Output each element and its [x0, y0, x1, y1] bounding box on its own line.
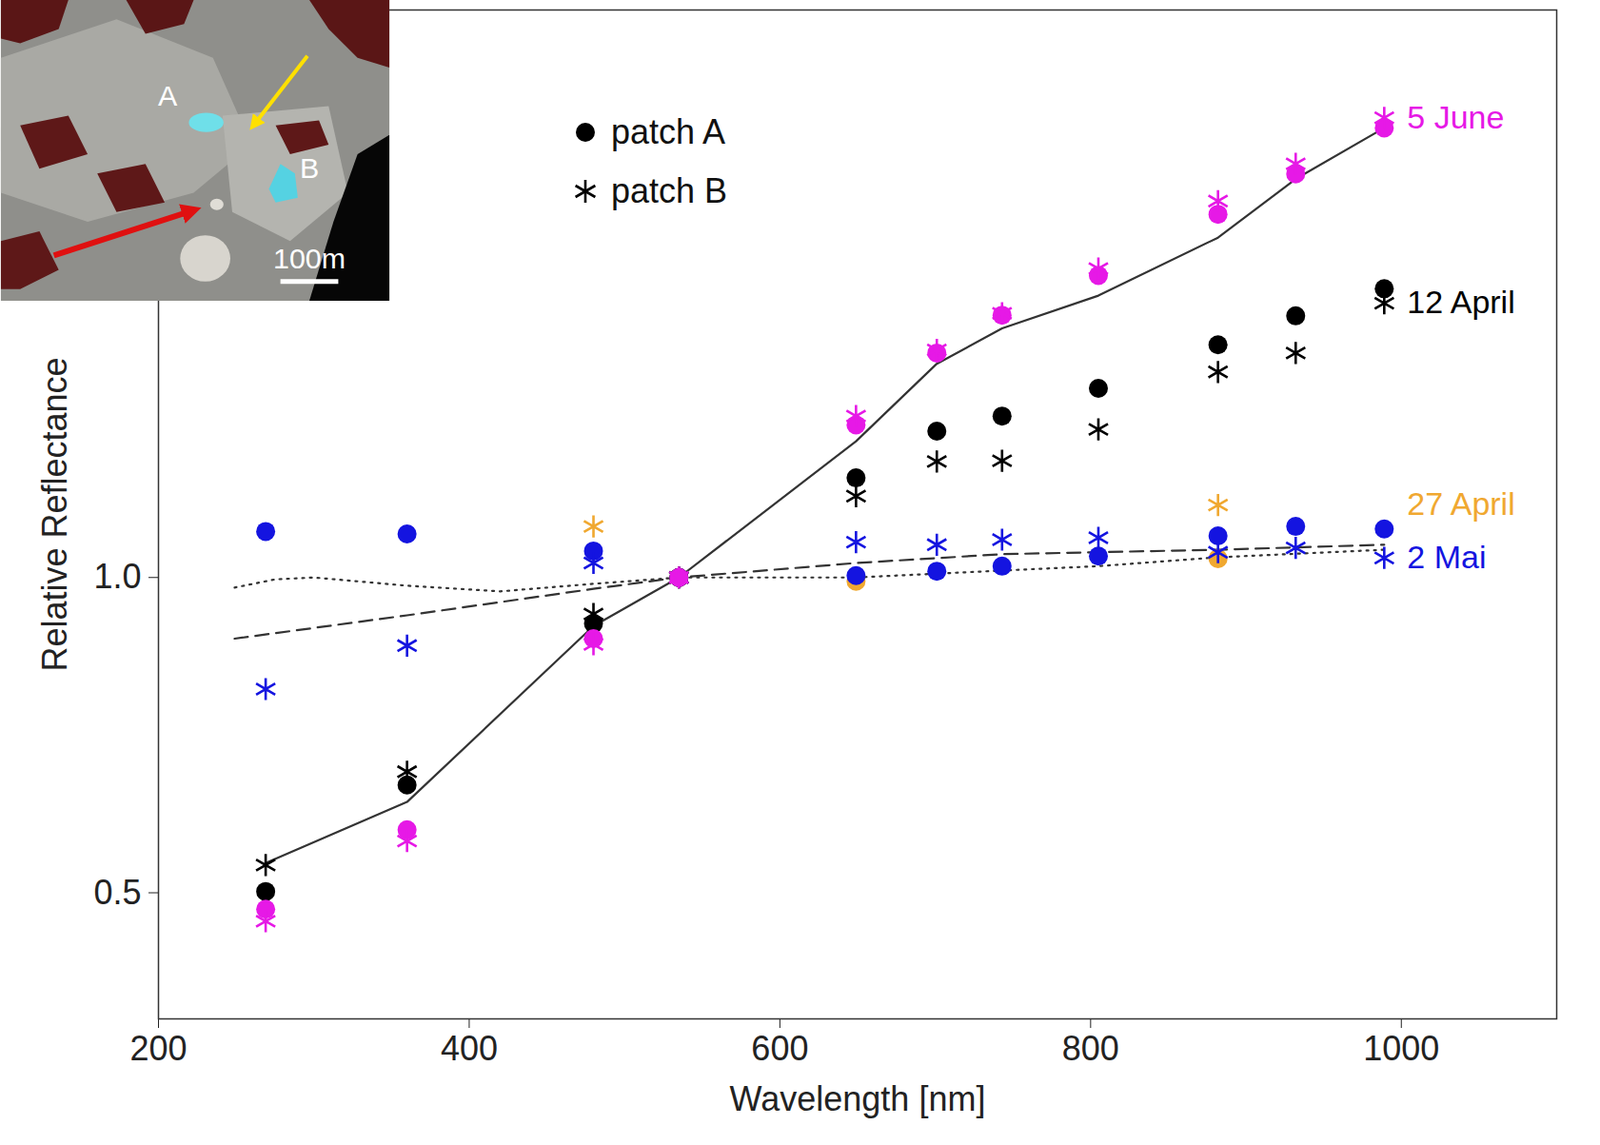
svg-text:1.0: 1.0	[93, 556, 141, 596]
html-text:patch A: patch A	[611, 112, 726, 152]
svg-text:A: A	[158, 79, 178, 112]
svg-text:5 June: 5 June	[1406, 98, 1504, 136]
svg-text:0.5: 0.5	[93, 872, 141, 912]
svg-text:27 April: 27 April	[1406, 485, 1515, 522]
svg-text:100m: 100m	[273, 241, 346, 275]
svg-text:Relative Reflectance: Relative Reflectance	[35, 356, 75, 672]
svg-text:1000: 1000	[1362, 1028, 1440, 1068]
svg-text:600: 600	[750, 1028, 809, 1068]
svg-text:12 April: 12 April	[1406, 283, 1515, 320]
svg-text:400: 400	[440, 1028, 498, 1068]
svg-text:200: 200	[129, 1028, 187, 1068]
svg-text:B: B	[299, 151, 319, 184]
svg-text:2 Mai: 2 Mai	[1406, 538, 1486, 575]
html-text:patch B: patch B	[611, 171, 728, 211]
svg-text:800: 800	[1062, 1028, 1120, 1068]
svg-text:Wavelength [nm]: Wavelength [nm]	[730, 1079, 987, 1119]
